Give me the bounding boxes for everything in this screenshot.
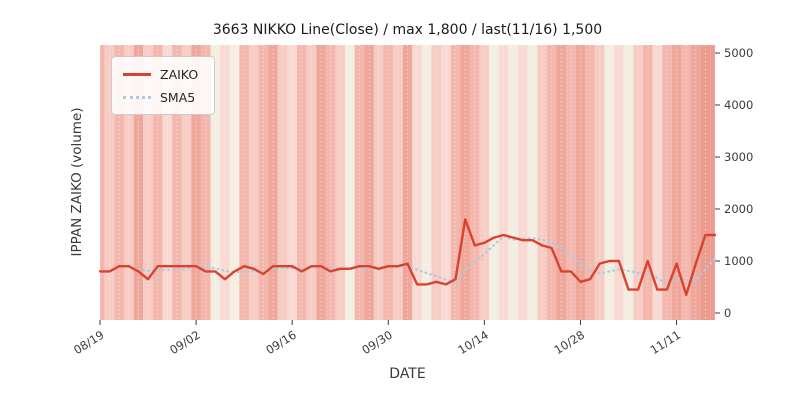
background-band <box>518 45 528 320</box>
background-bands <box>100 45 715 320</box>
background-band <box>306 45 317 320</box>
background-band <box>690 45 701 320</box>
background-band <box>325 45 336 320</box>
background-band <box>421 45 432 320</box>
x-tick-label: 09/16 <box>263 328 299 357</box>
y-tick-label: 0 <box>724 306 731 320</box>
sma5-line-sample <box>123 95 151 99</box>
background-band <box>258 45 269 320</box>
background-band <box>143 45 153 320</box>
background-band <box>662 45 672 320</box>
y-tick-label: 2000 <box>724 202 753 216</box>
background-band <box>460 45 470 320</box>
background-band <box>508 45 519 320</box>
background-band <box>268 45 278 320</box>
x-tick-label: 09/30 <box>359 328 395 357</box>
y-tick-label: 3000 <box>724 150 753 164</box>
background-band <box>604 45 615 320</box>
background-band <box>296 45 307 320</box>
background-band <box>412 45 422 320</box>
x-tick-label: 08/19 <box>71 328 107 357</box>
x-tick-label: 10/28 <box>552 328 588 357</box>
x-tick-label: 10/14 <box>455 328 491 357</box>
background-band <box>393 45 403 320</box>
y-tick-label: 4000 <box>724 98 753 112</box>
background-band <box>133 45 144 320</box>
legend-label-sma5: SMA5 <box>160 89 196 105</box>
y-axis-label: IPPAN ZAIKO (volume) <box>69 107 85 257</box>
background-band <box>710 45 715 320</box>
y-axis-ticks: 0 1000 2000 3000 4000 5000 <box>715 46 753 320</box>
background-band <box>469 45 480 320</box>
background-band <box>354 45 365 320</box>
background-band <box>277 45 288 320</box>
background-band <box>546 45 557 320</box>
x-axis-label: DATE <box>389 366 426 382</box>
background-band <box>681 45 691 320</box>
sma5-line <box>137 234 717 286</box>
background-band <box>181 45 192 320</box>
background-band <box>479 45 490 320</box>
background-band <box>700 45 711 320</box>
x-tick-label: 09/02 <box>167 328 203 357</box>
background-band <box>652 45 663 320</box>
background-band <box>498 45 509 320</box>
background-band <box>614 45 624 320</box>
background-band <box>575 45 586 320</box>
y-tick-label: 5000 <box>724 46 753 60</box>
background-band <box>210 45 221 320</box>
chart-title: 3663 NIKKO Line(Close) / max 1,800 / las… <box>212 22 603 38</box>
background-band <box>345 45 355 320</box>
background-band <box>172 45 182 320</box>
x-axis-ticks: 08/19 09/02 09/16 09/30 10/14 10/28 11/11 <box>71 320 683 357</box>
background-band <box>556 45 567 320</box>
y-tick-label: 1000 <box>724 254 753 268</box>
legend-item-sma5: SMA5 <box>123 89 198 105</box>
zaiko-line-sample <box>123 72 151 76</box>
background-band <box>316 45 326 320</box>
background-band <box>114 45 125 320</box>
background-band <box>642 45 653 320</box>
legend-item-zaiko: ZAIKO <box>123 66 199 82</box>
background-band <box>152 45 163 320</box>
background-band <box>671 45 682 320</box>
legend: ZAIKO SMA5 <box>111 56 216 115</box>
background-band <box>220 45 230 320</box>
background-band <box>623 45 634 320</box>
background-band <box>229 45 240 320</box>
background-band <box>287 45 297 320</box>
background-band <box>402 45 413 320</box>
background-band <box>585 45 595 320</box>
background-band <box>191 45 201 320</box>
background-band <box>441 45 451 320</box>
background-band <box>124 45 134 320</box>
background-band <box>383 45 394 320</box>
background-band <box>633 45 643 320</box>
background-band <box>489 45 499 320</box>
x-tick-label: 11/11 <box>648 328 684 357</box>
legend-label-zaiko: ZAIKO <box>160 66 199 82</box>
background-band <box>239 45 249 320</box>
zaiko-line <box>98 218 717 296</box>
background-band <box>162 45 173 320</box>
background-band <box>594 45 605 320</box>
background-band <box>566 45 576 320</box>
background-band <box>537 45 547 320</box>
background-band <box>100 45 105 320</box>
background-band <box>527 45 538 320</box>
background-band <box>373 45 384 320</box>
background-band <box>104 45 115 320</box>
background-band <box>335 45 346 320</box>
background-band <box>431 45 442 320</box>
background-band <box>248 45 259 320</box>
background-band <box>364 45 374 320</box>
background-band <box>200 45 211 320</box>
background-band <box>450 45 461 320</box>
